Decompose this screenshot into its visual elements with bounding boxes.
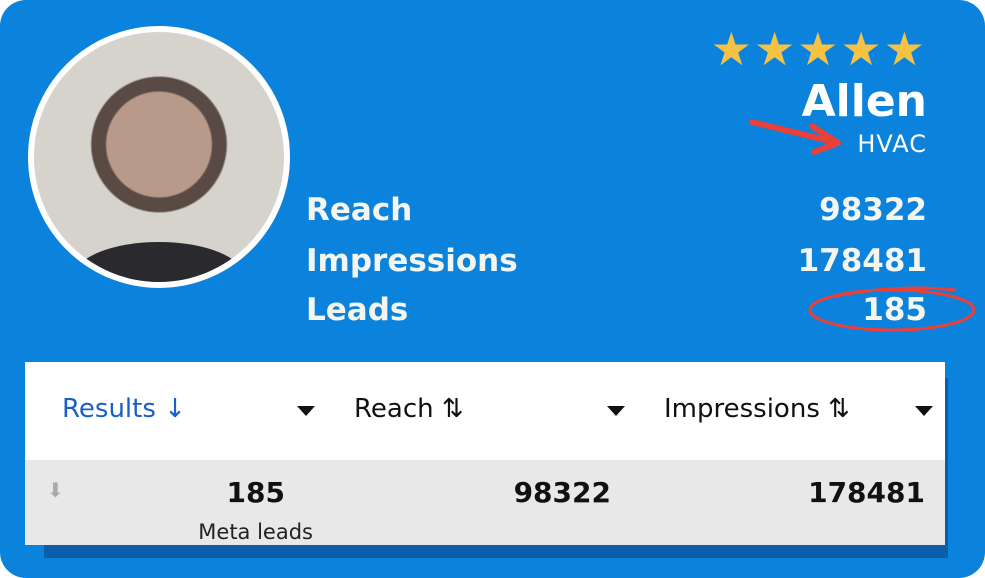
- annotation-circle-icon: [808, 286, 976, 332]
- table-cell: ⬇ 185 Meta leads: [25, 460, 331, 545]
- dropdown-caret-icon[interactable]: [607, 406, 625, 416]
- stat-label-reach: Reach: [306, 192, 413, 228]
- table-cell: 178481: [641, 460, 945, 545]
- star-rating: ★★★★★: [710, 22, 927, 76]
- profile-name: Allen: [801, 76, 927, 127]
- annotation-arrow-icon: [749, 119, 841, 155]
- table-cell: 98322: [331, 460, 641, 545]
- dropdown-caret-icon[interactable]: [915, 406, 933, 416]
- stats-table: Results ↓ ⬇ 185 Meta leads Reach ⇅ 98322…: [25, 362, 945, 545]
- avatar: [28, 26, 290, 288]
- stat-label-impressions: Impressions: [306, 243, 518, 279]
- download-icon[interactable]: ⬇: [47, 478, 64, 502]
- stat-value-reach: 98322: [819, 192, 927, 228]
- profile-trade: HVAC: [857, 130, 927, 158]
- stat-label-leads: Leads: [306, 292, 409, 328]
- stat-value-leads: 185: [862, 292, 927, 328]
- column-results: Results ↓ ⬇ 185 Meta leads: [25, 362, 332, 545]
- header-impressions[interactable]: Impressions ⇅: [641, 362, 945, 460]
- header-results[interactable]: Results ↓: [25, 362, 331, 460]
- stat-value-impressions: 178481: [797, 243, 927, 279]
- column-impressions: Impressions ⇅ 178481: [641, 362, 945, 545]
- header-reach[interactable]: Reach ⇅: [331, 362, 641, 460]
- dropdown-caret-icon[interactable]: [297, 406, 315, 416]
- column-reach: Reach ⇅ 98322: [331, 362, 642, 545]
